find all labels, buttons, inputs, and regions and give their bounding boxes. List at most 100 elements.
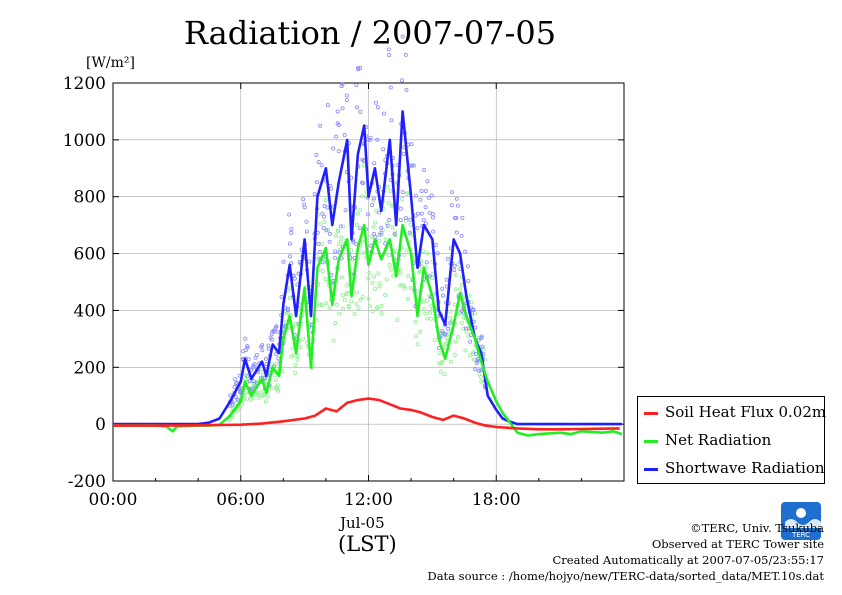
scatter-point-shortwave	[449, 203, 454, 208]
scatter-point-net	[366, 276, 371, 281]
scatter-point-shortwave	[302, 205, 307, 210]
scatter-point-net	[358, 297, 363, 302]
scatter-point-shortwave	[463, 249, 468, 254]
scatter-point-shortwave	[473, 367, 478, 372]
scatter-point-net	[453, 287, 458, 292]
scatter-point-net	[425, 316, 430, 321]
scatter-point-net	[376, 271, 381, 276]
scatter-point-shortwave	[344, 98, 349, 103]
scatter-point-shortwave	[452, 215, 457, 220]
scatter-point-net	[421, 249, 426, 254]
scatter-point-shortwave	[367, 138, 372, 143]
scatter-point-shortwave	[401, 151, 406, 156]
scatter-point-shortwave	[324, 228, 329, 233]
scatter-point-shortwave	[327, 231, 332, 236]
scatter-point-net	[349, 248, 354, 253]
scatter-point-shortwave	[473, 351, 478, 356]
scatter-point-net	[272, 373, 277, 378]
x-tick-label: 06:00	[216, 490, 265, 510]
scatter-point-net	[371, 224, 376, 229]
scatter-point-shortwave	[454, 196, 459, 201]
scatter-point-net	[385, 184, 390, 189]
credit-observed: Observed at TERC Tower site	[651, 537, 824, 551]
scatter-point-shortwave	[317, 249, 322, 254]
scatter-point-shortwave	[460, 215, 465, 220]
scatter-point-net	[408, 222, 413, 227]
scatter-point-shortwave	[452, 263, 457, 268]
scatter-point-net	[448, 309, 453, 314]
y-tick-label: 1200	[63, 74, 106, 94]
legend-label-soil: Soil Heat Flux 0.02m	[665, 403, 827, 421]
scatter-point-net	[352, 311, 357, 316]
scatter-point-shortwave	[262, 376, 267, 381]
scatter-point-net	[359, 194, 364, 199]
scatter-point-net	[414, 334, 419, 339]
scatter-point-net	[395, 318, 400, 323]
scatter-point-net	[366, 296, 371, 301]
scatter-point-net	[403, 218, 408, 223]
scatter-point-shortwave	[370, 202, 375, 207]
scatter-point-shortwave	[476, 368, 481, 373]
x-tick-label: 00:00	[89, 490, 138, 510]
scatter-point-shortwave	[325, 103, 330, 108]
scatter-point-shortwave	[316, 241, 321, 246]
scatter-point-shortwave	[418, 197, 423, 202]
scatter-point-shortwave	[235, 397, 240, 402]
chart-title: Radiation / 2007-07-05	[183, 14, 557, 52]
scatter-point-shortwave	[427, 210, 432, 215]
scatter-point-shortwave	[228, 393, 233, 398]
scatter-point-net	[335, 228, 340, 233]
scatter-point-net	[384, 221, 389, 226]
scatter-point-shortwave	[387, 53, 392, 58]
legend-swatch-shortwave	[644, 467, 658, 471]
scatter-point-net	[418, 329, 423, 334]
scatter-point-net	[402, 284, 407, 289]
scatter-point-net	[339, 235, 344, 240]
scatter-point-shortwave	[322, 214, 327, 219]
scatter-point-net	[356, 306, 361, 311]
scatter-point-net	[408, 285, 413, 290]
scatter-point-net	[276, 388, 281, 393]
scatter-point-net	[373, 220, 378, 225]
scatter-point-shortwave	[474, 360, 479, 365]
scatter-point-shortwave	[407, 230, 412, 235]
scatter-point-net	[371, 198, 376, 203]
series-line-net-radiation	[113, 223, 623, 437]
scatter-point-shortwave	[455, 203, 460, 208]
scatter-point-net	[256, 395, 261, 400]
scatter-point-net	[463, 348, 468, 353]
scatter-point-net	[334, 302, 339, 307]
scatter-point-net	[372, 274, 377, 279]
scatter-point-net	[374, 208, 379, 213]
scatter-point-shortwave	[445, 256, 450, 261]
scatter-point-shortwave	[400, 34, 405, 39]
scatter-point-net	[293, 362, 298, 367]
scatter-point-net	[323, 276, 328, 281]
scatter-point-net	[370, 280, 375, 285]
scatter-point-net	[398, 271, 403, 276]
scatter-point-net	[333, 234, 338, 239]
scatter-point-shortwave	[404, 88, 409, 93]
scatter-point-shortwave	[446, 326, 451, 331]
scatter-point-shortwave	[358, 109, 363, 114]
scatter-point-shortwave	[292, 276, 297, 281]
legend-item-soil-heat-flux: Soil Heat Flux 0.02m	[644, 403, 826, 423]
scatter-point-net	[479, 379, 484, 384]
scatter-point-net	[440, 360, 445, 365]
scatter-point-net	[417, 269, 422, 274]
scatter-point-net	[360, 294, 365, 299]
scatter-point-net	[257, 393, 262, 398]
scatter-point-shortwave	[327, 239, 332, 244]
scatter-point-net	[402, 252, 407, 257]
scatter-point-net	[337, 311, 342, 316]
y-tick-label: 1000	[63, 131, 106, 151]
scatter-point-shortwave	[319, 163, 324, 168]
scatter-point-shortwave	[427, 274, 432, 279]
scatter-point-shortwave	[470, 307, 475, 312]
scatter-point-shortwave	[423, 221, 428, 226]
x-tick-label: 18:00	[472, 490, 521, 510]
scatter-point-shortwave	[429, 193, 434, 198]
scatter-point-shortwave	[287, 254, 292, 259]
scatter-point-net	[354, 290, 359, 295]
scatter-point-shortwave	[426, 195, 431, 200]
